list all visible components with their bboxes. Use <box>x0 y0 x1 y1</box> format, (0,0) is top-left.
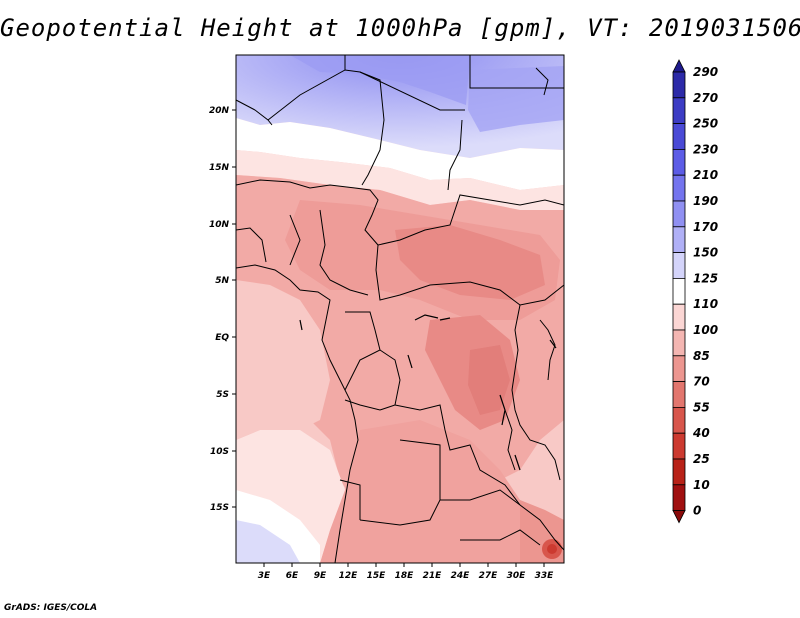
lon-label: 21E <box>423 571 443 581</box>
lon-label: 12E <box>339 571 359 581</box>
colorbar-label: 150 <box>693 246 718 260</box>
colorbar-label: 25 <box>693 452 710 466</box>
colorbar-label: 270 <box>693 91 718 105</box>
lat-label: 20N <box>209 106 230 116</box>
lon-label: 24E <box>451 571 471 581</box>
lon-label: 33E <box>535 571 555 581</box>
colorbar-swatch <box>672 174 686 202</box>
lon-ticks <box>263 563 545 567</box>
colorbar-label: 55 <box>693 400 710 414</box>
colorbar-label: 70 <box>693 375 710 389</box>
colorbar-label: 210 <box>693 168 718 182</box>
colorbar-swatch <box>672 303 686 331</box>
colorbar-label: 125 <box>693 271 718 285</box>
colorbar-swatch <box>672 226 686 254</box>
colorbar-swatch <box>672 97 686 125</box>
contour-field <box>236 55 564 563</box>
colorbar: 2902702502302101901701501251101008570554… <box>672 59 718 524</box>
colorbar-swatch <box>672 71 686 99</box>
colorbar-swatch <box>672 123 686 150</box>
colorbar-swatch <box>672 406 686 434</box>
colorbar-label: 10 <box>693 478 710 492</box>
lon-label: 27E <box>479 571 499 581</box>
colorbar-swatch <box>672 484 686 511</box>
colorbar-swatch <box>672 252 686 279</box>
colorbar-swatch <box>672 277 686 305</box>
colorbar-swatch <box>672 458 686 486</box>
lon-label: 18E <box>395 571 415 581</box>
lat-label: 15S <box>210 503 229 513</box>
coastlines-borders <box>236 55 564 563</box>
colorbar-bottom-arrow <box>672 510 686 524</box>
colorbar-label: 250 <box>693 117 718 131</box>
lat-label: EQ <box>215 333 229 343</box>
lat-ticks <box>232 109 236 508</box>
colorbar-swatch <box>672 329 686 357</box>
map-frame <box>235 54 565 564</box>
lon-label: 6E <box>286 571 299 581</box>
lat-label: 5N <box>215 276 229 286</box>
colorbar-top-arrow <box>672 59 686 73</box>
lakes <box>299 314 557 471</box>
colorbar-label: 100 <box>693 323 718 337</box>
colorbar-swatch <box>672 148 686 176</box>
colorbar-swatch <box>672 381 686 408</box>
colorbar-swatch <box>672 432 686 460</box>
grads-credit: GrADS: IGES/COLA <box>4 603 98 613</box>
lat-label: 10S <box>210 447 229 457</box>
plot-title: Geopotential Height at 1000hPa [gpm], VT… <box>0 14 800 42</box>
lon-label: 9E <box>314 571 327 581</box>
colorbar-label: 230 <box>693 142 718 156</box>
colorbar-label: 0 <box>693 504 701 518</box>
lon-label: 30E <box>507 571 527 581</box>
lon-label: 15E <box>367 571 387 581</box>
colorbar-swatch <box>672 355 686 382</box>
lat-label: 10N <box>209 220 230 230</box>
colorbar-label: 290 <box>693 65 718 79</box>
colorbar-label: 85 <box>693 349 710 363</box>
colorbar-label: 190 <box>693 194 718 208</box>
lat-label: 5S <box>216 390 229 400</box>
colorbar-label: 170 <box>693 220 718 234</box>
colorbar-swatch <box>672 200 686 228</box>
colorbar-label: 40 <box>692 426 710 440</box>
lon-label: 3E <box>258 571 271 581</box>
colorbar-label: 110 <box>693 297 718 311</box>
lat-label: 15N <box>209 163 230 173</box>
